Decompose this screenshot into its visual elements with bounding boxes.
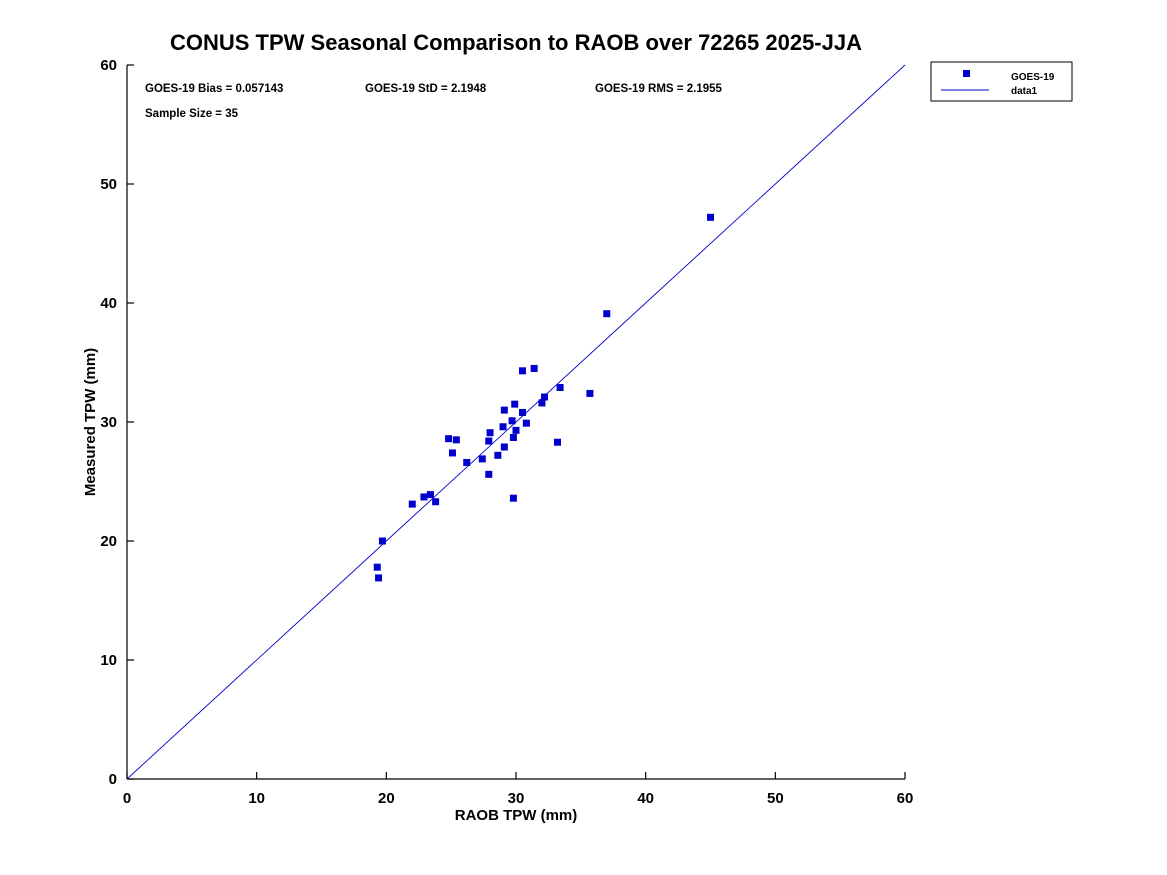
x-tick-label: 20 xyxy=(378,790,395,807)
legend-label-goes19: GOES-19 xyxy=(1011,72,1055,83)
scatter-point xyxy=(463,458,471,466)
scatter-point xyxy=(586,389,594,397)
scatter-point xyxy=(530,364,538,372)
scatter-point xyxy=(508,417,516,425)
y-tick-label: 10 xyxy=(100,652,117,669)
scatter-point xyxy=(445,435,453,443)
stat-bias: GOES-19 Bias = 0.057143 xyxy=(145,83,283,95)
scatter-point xyxy=(509,433,517,441)
scatter-point xyxy=(478,455,486,463)
legend-label-data1: data1 xyxy=(1011,86,1038,97)
legend: GOES-19 data1 xyxy=(930,61,1073,102)
scatter-point xyxy=(509,494,517,502)
scatter-point xyxy=(452,436,460,444)
scatter-point xyxy=(432,498,440,506)
x-tick-label: 50 xyxy=(767,790,784,807)
scatter-point xyxy=(518,408,526,416)
scatter-point xyxy=(538,399,546,407)
x-tick-label: 0 xyxy=(123,790,131,807)
x-axis-label: RAOB TPW (mm) xyxy=(455,807,578,824)
scatter-point xyxy=(603,310,611,318)
scatter-point xyxy=(485,470,493,478)
scatter-point xyxy=(518,367,526,375)
scatter-point xyxy=(541,393,549,401)
y-tick-label: 0 xyxy=(109,771,117,788)
stat-std: GOES-19 StD = 2.1948 xyxy=(365,83,487,95)
scatter-point xyxy=(486,429,494,437)
scatter-point xyxy=(378,537,386,545)
axes: 0 10 20 30 40 50 60 0 10 20 30 40 50 60 xyxy=(100,57,913,807)
scatter-point xyxy=(522,419,530,427)
scatter-point xyxy=(499,423,507,431)
y-axis-label: Measured TPW (mm) xyxy=(82,348,99,496)
y-tick-label: 20 xyxy=(100,533,117,550)
reference-line xyxy=(126,64,906,780)
scatter-point xyxy=(485,437,493,445)
y-tick-label: 40 xyxy=(100,295,117,312)
y-tick-label: 50 xyxy=(100,176,117,193)
stat-rms: GOES-19 RMS = 2.1955 xyxy=(595,83,722,95)
scatter-point xyxy=(375,574,383,582)
scatter-point xyxy=(707,213,714,221)
legend-box xyxy=(930,61,1073,102)
stat-sample-size: Sample Size = 35 xyxy=(145,108,239,120)
scatter-point xyxy=(448,449,456,457)
scatter-point xyxy=(512,426,520,434)
scatter-point xyxy=(500,443,508,451)
scatter-point xyxy=(500,406,508,414)
scatter-point xyxy=(494,451,502,459)
scatter-point xyxy=(556,383,564,391)
data-series xyxy=(126,64,906,780)
chart-title: CONUS TPW Seasonal Comparison to RAOB ov… xyxy=(170,30,862,55)
y-tick-label: 60 xyxy=(100,57,117,74)
x-tick-label: 40 xyxy=(637,790,654,807)
legend-marker-square-icon xyxy=(963,70,970,77)
x-tick-label: 60 xyxy=(897,790,914,807)
scatter-point xyxy=(426,491,434,499)
scatter-point xyxy=(553,438,561,446)
scatter-point xyxy=(511,400,519,408)
scatter-point xyxy=(408,500,416,508)
x-tick-label: 30 xyxy=(508,790,525,807)
x-tick-label: 10 xyxy=(248,790,265,807)
scatter-point xyxy=(373,563,381,571)
y-tick-label: 30 xyxy=(100,414,117,431)
scatter-point xyxy=(420,493,428,501)
